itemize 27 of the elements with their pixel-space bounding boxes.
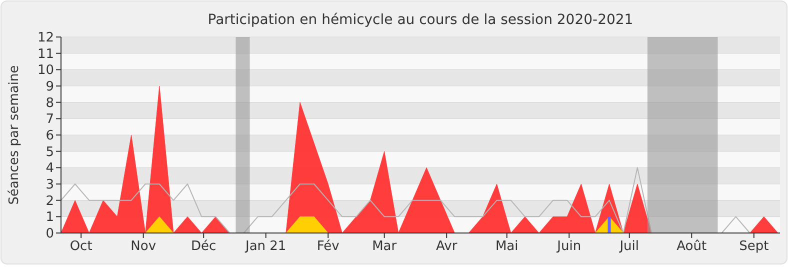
y-tick-label: 7 <box>46 112 54 128</box>
y-tick-label: 6 <box>46 128 54 144</box>
y-tick-label: 3 <box>46 178 54 193</box>
y-tick-label: 4 <box>46 161 54 176</box>
y-tick-label: 9 <box>46 80 54 95</box>
y-tick-label: 10 <box>37 63 54 78</box>
x-tick-label: Fév <box>316 239 340 254</box>
y-tick-label: 8 <box>46 96 54 111</box>
x-tick-label: Nov <box>130 239 156 254</box>
x-tick-label: Avr <box>436 239 458 254</box>
y-tick-label: 11 <box>37 46 54 62</box>
x-tick-label: Juil <box>618 239 640 254</box>
x-tick-label: Jan 21 <box>244 239 286 254</box>
y-axis-title: Séances par semaine <box>7 65 22 205</box>
y-tick-label: 5 <box>46 144 54 160</box>
x-tick-label: Mar <box>372 239 398 254</box>
x-tick-label: Sept <box>739 239 769 254</box>
y-tick-label: 2 <box>46 194 54 209</box>
y-tick-label: 0 <box>46 226 54 242</box>
x-tick-label: Oct <box>70 239 92 254</box>
x-tick-label: Mai <box>495 239 518 254</box>
x-tick-label: Déc <box>191 239 216 254</box>
x-tick-label: Août <box>676 239 707 254</box>
x-tick-label: Juin <box>556 239 582 254</box>
y-tick-label: 1 <box>46 210 54 226</box>
y-tick-label: 12 <box>37 30 54 46</box>
chart-title: Participation en hémicycle au cours de la session 2020-2021 <box>208 12 634 28</box>
